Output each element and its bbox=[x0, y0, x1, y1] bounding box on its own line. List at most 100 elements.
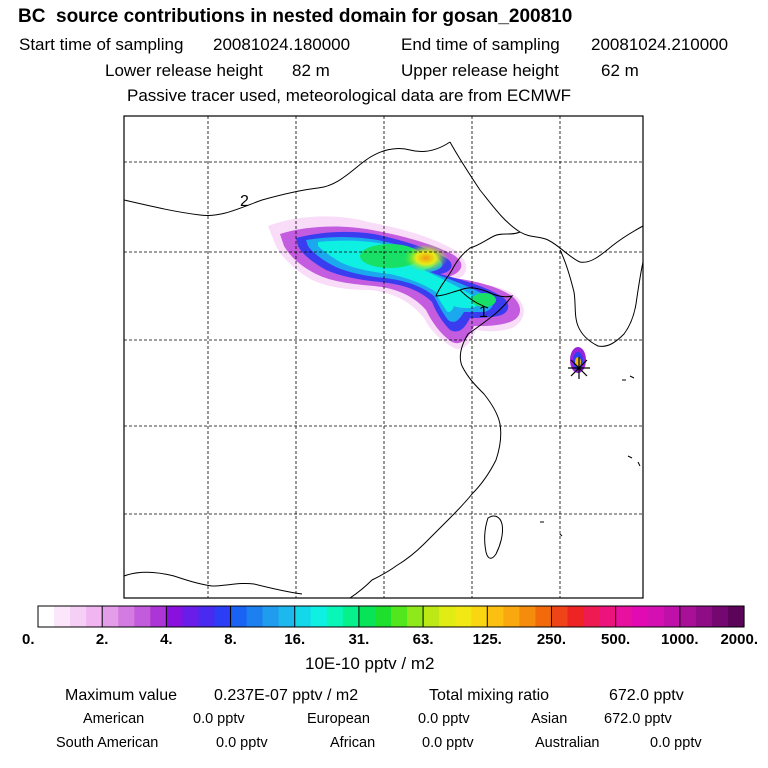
coast-taiwan bbox=[484, 515, 503, 559]
coast-china-east bbox=[349, 231, 521, 598]
colorbar-cell bbox=[583, 606, 601, 627]
colorbar-tick-label: 2000. bbox=[720, 631, 758, 648]
border-inland bbox=[124, 571, 303, 595]
colorbar-cell bbox=[342, 606, 360, 627]
colorbar-tick-label: 31. bbox=[348, 631, 369, 648]
colorbar-cell bbox=[471, 606, 488, 627]
end-time-label: End time of sampling bbox=[401, 35, 560, 54]
coast-bohai bbox=[449, 141, 643, 263]
contrib-value: 0.0 pptv bbox=[193, 711, 245, 727]
colorbar-cell bbox=[214, 606, 232, 627]
colorbar-cell bbox=[102, 606, 119, 627]
map-label-2: 2 bbox=[240, 193, 249, 210]
coast-islands bbox=[540, 375, 641, 537]
contrib-name: Asian bbox=[531, 711, 568, 727]
colorbar-cell bbox=[695, 606, 713, 627]
border-north bbox=[124, 141, 451, 217]
map-label-1: 1 bbox=[479, 304, 488, 321]
map-frame bbox=[123, 115, 644, 599]
colorbar-cell bbox=[150, 606, 167, 627]
colorbar-cell bbox=[663, 606, 681, 627]
lower-height-value: 82 m bbox=[292, 61, 330, 80]
colorbar-unit: 10E-10 pptv / m2 bbox=[305, 654, 435, 673]
plume-cyan bbox=[318, 240, 479, 313]
colorbar-cell bbox=[166, 606, 184, 627]
contrib-value: 0.0 pptv bbox=[650, 735, 702, 751]
figure-title: BC source contributions in nested domain… bbox=[18, 6, 573, 27]
colorbar-cell bbox=[647, 606, 665, 627]
upper-height-label: Upper release height bbox=[401, 61, 559, 80]
total-mixing-label: Total mixing ratio bbox=[429, 687, 550, 704]
colorbar-cell bbox=[519, 606, 537, 627]
colorbar-cell bbox=[86, 606, 103, 627]
contrib-name: Australian bbox=[535, 735, 600, 751]
colorbar-cell bbox=[599, 606, 617, 627]
grid bbox=[124, 116, 643, 598]
coast-korea bbox=[559, 249, 643, 347]
colorbar-tick-label: 250. bbox=[537, 631, 566, 648]
colorbar-cell bbox=[407, 606, 424, 627]
total-mixing-value: 672.0 pptv bbox=[609, 687, 684, 704]
colorbar-cell bbox=[182, 606, 200, 627]
colorbar-cell bbox=[631, 606, 649, 627]
colorbar-cell bbox=[567, 606, 585, 627]
colorbar-cell bbox=[134, 606, 151, 627]
colorbar-cell bbox=[423, 606, 440, 627]
contrib-name: African bbox=[330, 735, 376, 751]
colorbar-cell bbox=[246, 606, 264, 627]
colorbar-tick-label: 63. bbox=[413, 631, 434, 648]
plume bbox=[268, 216, 586, 373]
colorbar-cell bbox=[455, 606, 472, 627]
max-value-label: Maximum value bbox=[65, 687, 178, 704]
colorbar-cell bbox=[711, 606, 729, 627]
end-time-value: 20081024.210000 bbox=[591, 35, 729, 54]
colorbar-cell bbox=[503, 606, 520, 627]
coastlines bbox=[124, 141, 643, 598]
colorbar-cell bbox=[38, 606, 55, 627]
colorbar-cell bbox=[262, 606, 280, 627]
colorbar-tick-label: 125. bbox=[473, 631, 502, 648]
colorbar-cell bbox=[727, 606, 745, 627]
contrib-value: 0.0 pptv bbox=[422, 735, 474, 751]
colorbar-cell bbox=[118, 606, 135, 627]
contrib-name: South American bbox=[56, 735, 159, 751]
colorbar-tick-label: 2. bbox=[96, 631, 109, 648]
colorbar-tick-label: 8. bbox=[224, 631, 237, 648]
contrib-value: 0.0 pptv bbox=[418, 711, 470, 727]
colorbar-cell bbox=[230, 606, 248, 627]
colorbar-cell bbox=[54, 606, 71, 627]
colorbar-cell bbox=[70, 606, 87, 627]
contrib-value: 0.0 pptv bbox=[216, 735, 268, 751]
colorbar-ticks: 0. 2. 4. 8. 16. 31. 63. 125. 250. 500. 1000. 2000. bbox=[22, 606, 758, 648]
colorbar-cell bbox=[198, 606, 216, 627]
colorbar-cell bbox=[391, 606, 408, 627]
tracer-note: Passive tracer used, meteorological data… bbox=[127, 86, 572, 105]
upper-height-value: 62 m bbox=[601, 61, 639, 80]
plume-hotspot bbox=[404, 244, 448, 272]
colorbar-tick-label: 500. bbox=[601, 631, 630, 648]
colorbar-cell bbox=[326, 606, 344, 627]
star-icon bbox=[568, 357, 590, 379]
colorbar-cell bbox=[310, 606, 328, 627]
colorbar-cell bbox=[374, 606, 392, 627]
start-time-value: 20081024.180000 bbox=[213, 35, 351, 54]
start-time-label: Start time of sampling bbox=[19, 35, 184, 54]
colorbar-cell bbox=[358, 606, 376, 627]
colorbar-cell bbox=[278, 606, 296, 627]
colorbar-cell bbox=[439, 606, 456, 627]
colorbar-frame bbox=[37, 605, 745, 628]
colorbar-cell bbox=[679, 606, 697, 627]
colorbar-tick-label: 16. bbox=[284, 631, 305, 648]
colorbar-tick-label: 1000. bbox=[661, 631, 699, 648]
colorbar-tick-label: 4. bbox=[160, 631, 173, 648]
contrib-name: American bbox=[83, 711, 145, 727]
contrib-value: 672.0 pptv bbox=[604, 711, 672, 727]
colorbar-cell bbox=[551, 606, 569, 627]
coast-shandong bbox=[459, 289, 489, 309]
colorbar-cell bbox=[294, 606, 312, 627]
colorbar-cell bbox=[535, 606, 553, 627]
max-value: 0.237E-07 pptv / m2 bbox=[214, 687, 359, 704]
colorbar-cell bbox=[615, 606, 633, 627]
